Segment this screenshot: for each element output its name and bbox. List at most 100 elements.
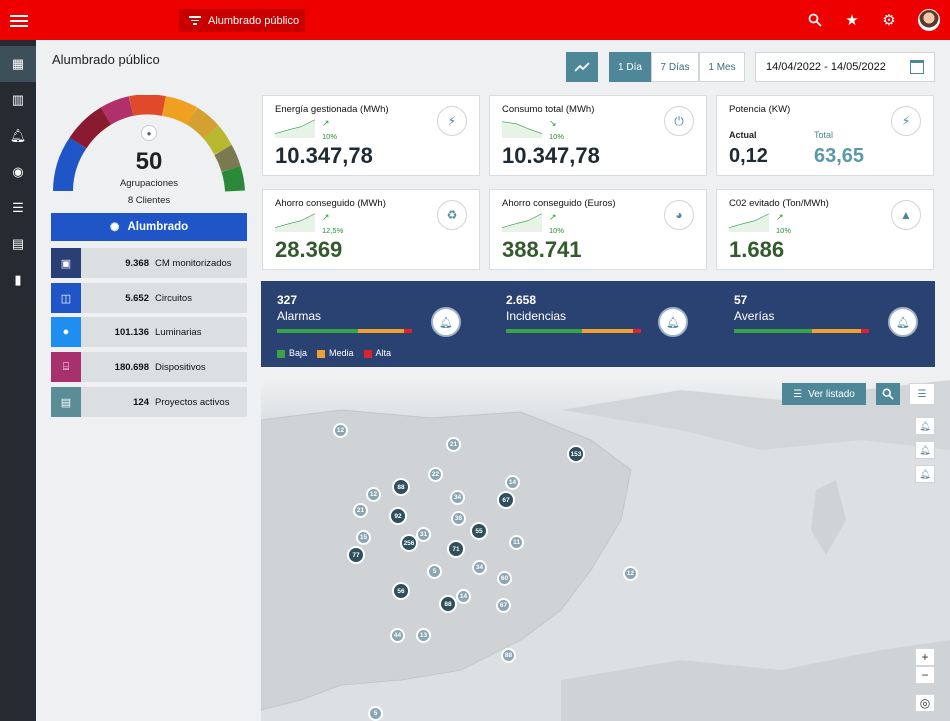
trend-toggle-button[interactable] — [566, 52, 598, 82]
map-cluster[interactable]: 12 — [333, 423, 348, 438]
avatar[interactable] — [918, 9, 940, 31]
stat-cm-monitorizados[interactable]: ▣ 9.368 CM monitorizados — [51, 248, 247, 278]
card-pct: 12,5% — [322, 226, 344, 235]
alarm-group-averias[interactable]: 57 Averías — [734, 293, 934, 333]
map-cluster[interactable]: 21 — [446, 437, 461, 452]
map-cluster[interactable]: 67 — [496, 598, 511, 613]
stat-dispositivos[interactable]: ⌸ 180.698 Dispositivos — [51, 352, 247, 382]
bell-icon[interactable]: 🔔︎ — [431, 307, 461, 337]
map-cluster[interactable]: 71 — [447, 540, 465, 558]
circuit-icon: ◫ — [51, 283, 81, 313]
map-cluster[interactable]: 92 — [389, 507, 407, 525]
map-cluster[interactable]: 5 — [427, 564, 442, 579]
map-cluster[interactable]: 55 — [470, 522, 488, 540]
clipboard-icon[interactable]: ▤ — [11, 236, 25, 251]
list-icon: ☰ — [793, 388, 803, 400]
alarm-group-incidencias[interactable]: 2.658 Incidencias — [506, 293, 706, 333]
map-cluster[interactable]: 12 — [623, 566, 638, 581]
zoom-in-button[interactable]: + — [915, 648, 935, 666]
map-cluster[interactable]: 36 — [451, 511, 466, 526]
map-cluster[interactable]: 56 — [392, 582, 410, 600]
map-search-button[interactable] — [876, 383, 900, 405]
map-cluster[interactable]: 15 — [356, 530, 371, 545]
total-label: Total — [814, 130, 834, 140]
gear-icon[interactable]: ⚙ — [882, 12, 896, 29]
map-cluster[interactable]: 88 — [392, 478, 410, 496]
actual-value: 0,12 — [729, 145, 768, 167]
map-cluster[interactable]: 256 — [400, 534, 418, 552]
top-bar: Alumbrado público ★ ⚙ — [0, 0, 950, 40]
fault-filter-icon[interactable]: 🔔︎ — [915, 465, 935, 483]
star-icon[interactable]: ★ — [845, 12, 859, 29]
calendar-icon[interactable] — [910, 60, 924, 74]
alarms-panel: 327 Alarmas 🔔︎ 2.658 Incidencias 🔔︎ 57 A… — [261, 281, 935, 367]
stat-value: 180.698 — [114, 361, 149, 373]
period-1-mes[interactable]: 1 Mes — [699, 52, 745, 82]
bell-filter-icon[interactable]: 🔔︎ — [915, 417, 935, 435]
stat-label: Luminarias — [155, 326, 202, 338]
trend-up-icon: ↗ — [322, 212, 330, 222]
map-cluster[interactable]: 34 — [450, 490, 465, 505]
map-cluster[interactable]: 13 — [416, 628, 431, 643]
legend-mid: Media — [329, 348, 354, 358]
date-range-picker[interactable]: 14/04/2022 - 14/05/2022 — [755, 52, 935, 82]
map-cluster[interactable]: 34 — [472, 560, 487, 575]
stat-label: Dispositivos — [155, 361, 206, 373]
map-cluster[interactable]: 22 — [428, 467, 443, 482]
map-cluster[interactable]: 5 — [368, 706, 383, 721]
map-land — [261, 380, 950, 721]
app-selector-button[interactable]: Alumbrado público — [179, 9, 305, 32]
app-selector-label: Alumbrado público — [208, 14, 300, 27]
project-icon: ▤ — [51, 387, 81, 417]
map-cluster[interactable]: 14 — [505, 475, 520, 490]
search-icon[interactable] — [806, 11, 824, 29]
trend-up-icon: ↗ — [776, 212, 784, 222]
alarm-label: Alarmas — [277, 309, 322, 323]
map-cluster[interactable]: 12 — [366, 487, 381, 502]
map-cluster[interactable]: 153 — [567, 445, 585, 463]
ver-listado-button[interactable]: ☰ Ver listado — [782, 383, 866, 405]
building-icon[interactable]: ▥ — [11, 92, 25, 107]
stat-luminarias[interactable]: ● 101.136 Luminarias — [51, 317, 247, 347]
period-7-dias[interactable]: 7 Días — [651, 52, 699, 82]
flame-icon[interactable]: ◉ — [12, 164, 24, 179]
warning-bell-icon[interactable]: 🔔︎ — [658, 307, 688, 337]
zoom-out-button[interactable]: − — [915, 666, 935, 684]
map[interactable] — [261, 380, 950, 721]
stat-value: 101.136 — [114, 326, 149, 338]
period-1-dia[interactable]: 1 Día — [609, 52, 651, 82]
eco-icon: ♻ — [437, 200, 467, 230]
map-cluster[interactable]: 88 — [439, 595, 457, 613]
alumbrado-button[interactable]: ✺ Alumbrado — [51, 213, 247, 241]
trend-down-icon: ↘ — [549, 118, 557, 128]
map-cluster[interactable]: 60 — [497, 571, 512, 586]
total-value: 63,65 — [814, 145, 865, 167]
card-title: Ahorro conseguido (MWh) — [275, 198, 386, 209]
list-icon[interactable]: ☰ — [12, 200, 24, 215]
alarm-group-alarmas[interactable]: 327 Alarmas — [277, 293, 477, 333]
stat-proyectos[interactable]: ▤ 124 Proyectos activos — [51, 387, 247, 417]
menu-icon[interactable] — [10, 12, 28, 28]
map-cluster[interactable]: 67 — [497, 491, 515, 509]
bell-icon[interactable]: 🔔︎ — [9, 128, 27, 143]
map-cluster[interactable]: 77 — [347, 546, 365, 564]
map-cluster[interactable]: 31 — [416, 527, 431, 542]
bar-chart-icon[interactable]: ▮ — [14, 272, 22, 287]
fault-bell-icon[interactable]: 🔔︎ — [888, 307, 918, 337]
severity-legend: Baja Media Alta — [277, 348, 391, 358]
map-filter-button[interactable]: ☰ — [909, 383, 935, 405]
severity-bar — [506, 329, 641, 333]
map-cluster[interactable]: 44 — [390, 628, 405, 643]
card-title: Potencia (KW) — [729, 104, 791, 115]
dashboard-icon[interactable]: ▦ — [0, 46, 36, 82]
locate-icon[interactable]: ◎ — [915, 694, 935, 712]
map-cluster[interactable]: 14 — [456, 589, 471, 604]
date-range-value: 14/04/2022 - 14/05/2022 — [766, 61, 886, 73]
map-cluster[interactable]: 11 — [509, 535, 524, 550]
stat-circuitos[interactable]: ◫ 5.652 Circuitos — [51, 283, 247, 313]
map-cluster[interactable]: 21 — [353, 503, 368, 518]
card-consumo: Consumo total (MWh) ↘ 10% 10.347,78 ⏻ — [489, 95, 707, 176]
map-cluster[interactable]: 88 — [501, 648, 516, 663]
card-co2: C02 evitado (Ton/MWh) ↗ 10% 1.686 ▲ — [716, 189, 934, 270]
warning-filter-icon[interactable]: 🔔︎ — [915, 441, 935, 459]
